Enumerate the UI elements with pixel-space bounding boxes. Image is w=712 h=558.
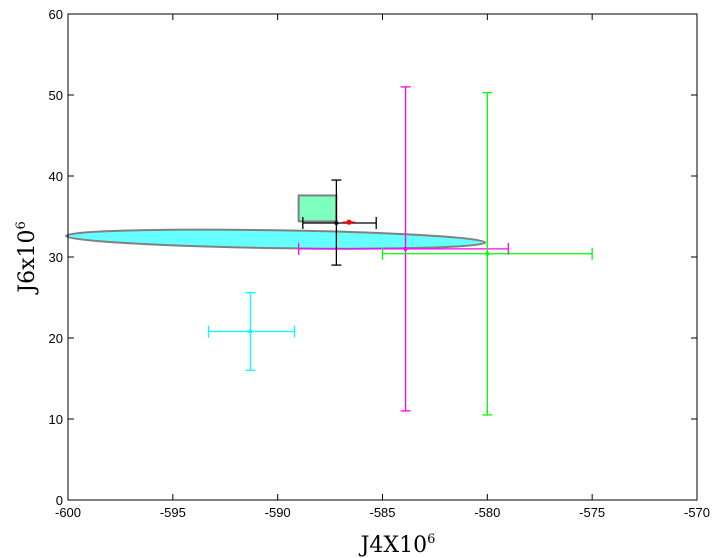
x-tick-label: -575 (579, 505, 605, 520)
series-layer (207, 86, 593, 416)
confidence-rectangle (297, 194, 338, 223)
data-point (485, 251, 490, 256)
errorbar-series-1 (297, 86, 509, 412)
x-tick-label: -600 (55, 505, 81, 520)
ticks-layer (67, 13, 698, 501)
y-tick-label: 50 (49, 88, 63, 103)
x-tick-label: -580 (474, 505, 500, 520)
y-tick-label: 60 (49, 7, 63, 22)
x-axis-title: J4X106 (359, 532, 436, 558)
y-axis-title: J6x106 (14, 221, 40, 295)
x-tick-label: -595 (160, 505, 186, 520)
y-tick-label: 0 (56, 493, 63, 508)
y-tick-label: 10 (49, 412, 63, 427)
y-tick-label: 40 (49, 169, 63, 184)
confidence-ellipse (64, 228, 487, 250)
errorbar-series-0 (207, 291, 296, 372)
x-tick-label: -585 (369, 505, 395, 520)
errorbar-series-2 (381, 91, 593, 416)
data-point (403, 246, 408, 251)
y-tick-label: 20 (49, 331, 63, 346)
x-tick-label: -570 (684, 505, 710, 520)
data-point (346, 219, 352, 225)
tick-labels-layer: -600 -595 -590 -585 -580 -575 -570 0 10 20 30 40 50 6… (49, 7, 710, 520)
x-tick-label: -590 (265, 505, 291, 520)
y-tick-label: 30 (49, 250, 63, 265)
errorbar-series-3 (302, 179, 377, 266)
data-point (334, 220, 339, 225)
data-point (248, 329, 253, 334)
regions-layer (64, 194, 487, 250)
errorbar-series-4 (342, 219, 356, 225)
